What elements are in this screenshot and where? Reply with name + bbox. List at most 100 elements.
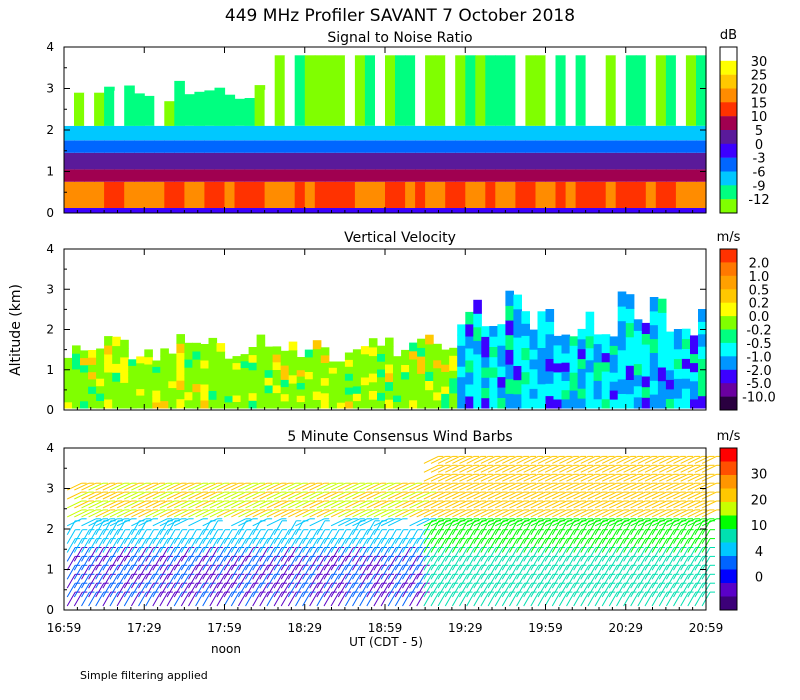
wind-barb [502,509,518,518]
wind-barb [587,529,597,544]
vv-cell [505,378,514,394]
wind-barb [444,529,454,544]
vv-cell [657,326,667,341]
snr-cell [134,125,145,141]
wind-barb [230,529,240,544]
wind-barb [466,464,482,473]
wind-barb [509,565,518,580]
snr-heatmap [64,55,707,213]
snr-cell [645,152,657,170]
vv-cell [216,391,226,401]
wind-barb [337,574,347,589]
wind-barb [687,520,697,535]
vv-cell [657,312,667,327]
wind-barb [487,556,497,571]
wind-barb [273,547,283,562]
wind-barb [551,591,561,607]
wind-barb [66,591,76,607]
vv-cell [449,362,458,371]
wind-barb [437,582,447,598]
wind-barb [195,491,211,500]
wind-barb [387,582,397,598]
snr-cell [354,140,366,153]
vv-cell [208,399,218,409]
vv-cell [304,378,314,387]
wind-barb [437,491,453,500]
wind-barb [330,491,346,500]
wind-barb [245,509,261,518]
wind-barb [302,500,318,509]
wind-barb [238,509,254,518]
wind-barb [81,482,97,491]
wind-barb [380,482,396,491]
vv-cell [136,356,145,364]
wind-barb [116,509,132,518]
vv-cell [497,397,506,409]
wind-barb [466,509,482,518]
vv-cell [248,354,258,363]
wind-barb [359,574,369,589]
snr-cell [575,169,587,182]
vv-cell [104,336,113,346]
wind-barb [394,574,404,589]
colorbar-swatch [720,130,737,145]
snr-cell [324,152,336,170]
wind-barb [352,518,368,527]
wind-barb [573,473,589,482]
wind-barb [637,491,653,500]
snr-cell [214,169,226,182]
wind-barb [202,538,212,553]
vv-cell [481,346,490,358]
vv-cell [465,372,474,385]
vv-cell [417,390,426,400]
vv-cell [625,351,635,366]
wind-barb [273,574,283,589]
vv-cell [489,377,498,388]
vv-cell [641,376,651,388]
wind-barb [130,591,140,607]
wind-barb [651,538,661,553]
vv-panel-title: Vertical Velocity [344,230,456,246]
wind-barb [145,574,155,589]
wind-barb [558,591,568,607]
snr-cell [114,208,125,213]
wind-barb [323,491,339,500]
snr-cell [545,152,557,170]
vv-cell [401,379,410,387]
wind-barb [516,464,532,473]
vv-cell [545,370,555,384]
snr-cell [134,93,145,126]
snr-cell [134,140,145,153]
wind-barb [338,491,353,500]
snr-cell [575,125,587,141]
wind-barb [152,556,162,571]
vv-cell [368,390,378,400]
wind-barb [694,500,710,509]
wind-barb [359,509,375,518]
vv-cell [393,356,402,364]
wind-barb [573,464,589,473]
vv-cell [401,364,410,373]
wind-barb [573,582,583,598]
wind-barb [530,538,540,553]
wind-barb [273,491,289,500]
wind-barb [337,582,347,598]
snr-cell [344,152,356,170]
wind-barb [616,500,632,509]
wind-barb [352,509,368,518]
wind-barb [587,473,603,482]
vv-cell [272,384,282,394]
wind-barb [473,574,483,589]
wind-barb [352,491,368,500]
vv-cell [328,379,338,386]
wind-barb [573,591,583,607]
snr-cell [274,208,286,213]
snr-cell [134,208,145,213]
snr-cell [254,125,266,141]
vv-cell [216,343,226,352]
vv-cell [232,388,242,396]
wind-barb [558,538,568,553]
wind-barb [544,500,560,509]
wind-barb [237,565,247,580]
wind-barb [280,500,296,509]
